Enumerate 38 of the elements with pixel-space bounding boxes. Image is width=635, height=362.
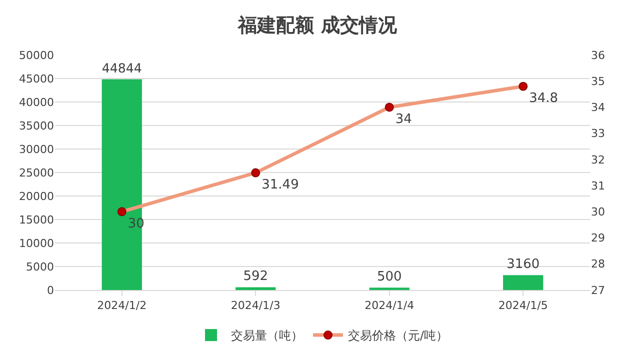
data-label: 34.8 [529,91,558,106]
data-label: 34 [395,112,412,127]
y-tick-label: 0 [47,284,54,297]
y2-tick-label: 35 [591,74,605,88]
legend-label: 交易价格（元/吨） [348,328,448,343]
bar [236,287,276,290]
y-tick-label: 5000 [26,260,54,274]
y-tick-label: 30000 [19,142,54,156]
y2-tick-label: 31 [591,179,605,192]
y-tick-label: 35000 [19,119,54,132]
y2-tick-label: 34 [591,101,605,114]
y-tick-label: 40000 [19,96,54,109]
data-label: 44844 [102,60,142,76]
chart-title: 福建配额 成交情况 [237,14,398,36]
data-label: 31.49 [262,178,299,193]
y2-tick-label: 30 [591,206,605,219]
data-label: 500 [376,270,402,285]
legend-label: 交易量（吨） [231,328,303,343]
y2-tick-label: 27 [591,284,605,297]
y-tick-label: 45000 [19,72,54,86]
y-tick-label: 15000 [19,213,54,226]
y-tick-label: 50000 [19,48,54,62]
x-tick-label: 2024/1/3 [230,299,280,312]
data-label: 592 [243,269,268,284]
x-tick-label: 2024/1/2 [97,299,147,312]
bar [503,275,544,290]
y2-tick-label: 28 [591,258,605,271]
x-tick-label: 2024/1/5 [498,299,548,312]
x-tick-label: 2024/1/4 [364,299,414,312]
y-tick-label: 10000 [19,236,54,250]
data-label: 3160 [506,257,540,272]
y-tick-label: 25000 [19,166,54,180]
y2-tick-label: 29 [591,232,605,245]
y2-tick-label: 32 [591,153,605,166]
y2-tick-label: 36 [591,48,605,62]
y-tick-label: 20000 [19,190,54,203]
bar [102,79,142,290]
y2-tick-label: 33 [591,127,605,140]
